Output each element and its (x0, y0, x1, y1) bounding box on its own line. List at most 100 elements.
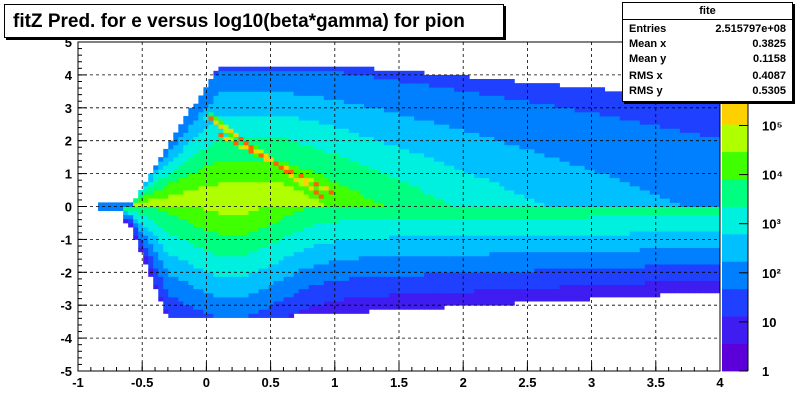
heatmap-cell (539, 190, 545, 195)
heatmap-cell (368, 227, 375, 232)
heatmap-cell (569, 259, 575, 265)
heatmap-cell (288, 157, 295, 162)
heatmap-cell (348, 288, 355, 294)
heatmap-cell (208, 251, 214, 257)
heatmap-cell (243, 161, 249, 166)
heatmap-cell (273, 198, 280, 203)
heatmap-cell (228, 136, 234, 142)
heatmap-cell (208, 247, 214, 253)
heatmap-cell (464, 259, 470, 265)
heatmap-cell (454, 247, 460, 253)
heatmap-cell (404, 222, 410, 228)
heatmap-cell (253, 83, 259, 88)
heatmap-cell (554, 173, 560, 179)
heatmap-cell (494, 153, 500, 158)
heatmap-cell (348, 190, 355, 195)
heatmap-cell (363, 235, 370, 240)
heatmap-cell (404, 128, 410, 133)
heatmap-cell (439, 95, 445, 100)
heatmap-cell (203, 91, 209, 96)
heatmap-cell (393, 70, 400, 76)
heatmap-cell (368, 83, 375, 88)
heatmap-cell (223, 243, 229, 249)
heatmap-cell (469, 83, 475, 88)
heatmap-cell (173, 268, 179, 273)
heatmap-cell (434, 144, 440, 150)
heatmap-cell (203, 222, 209, 228)
heatmap-cell (273, 103, 280, 109)
heatmap-cell (519, 181, 525, 187)
heatmap-cell (449, 259, 455, 265)
heatmap-cell (454, 99, 460, 105)
heatmap-cell (323, 116, 330, 121)
heatmap-cell (293, 255, 300, 261)
heatmap-cell (358, 309, 365, 314)
heatmap-cell (454, 218, 460, 224)
heatmap-cell (218, 292, 224, 298)
heatmap-cell (484, 173, 490, 179)
heatmap-cell (469, 107, 475, 113)
heatmap-cell (338, 136, 345, 142)
heatmap-cell (388, 268, 395, 273)
heatmap-cell (223, 255, 229, 261)
heatmap-cell (268, 140, 275, 146)
heatmap-cell (393, 222, 400, 228)
heatmap-cell (298, 235, 305, 240)
heatmap-cell (564, 124, 570, 129)
heatmap-cell (559, 243, 565, 249)
heatmap-cell (569, 107, 575, 113)
heatmap-cell (343, 185, 350, 191)
heatmap-cell (163, 259, 169, 265)
heatmap-cell (298, 251, 305, 257)
heatmap-cell (168, 218, 174, 224)
heatmap-cell (439, 148, 445, 154)
heatmap-cell (268, 198, 275, 203)
heatmap-cell (579, 231, 585, 236)
heatmap-cell (278, 259, 285, 265)
heatmap-cell (494, 161, 500, 166)
heatmap-cell (439, 301, 445, 306)
heatmap-cell (353, 227, 360, 232)
heatmap-cell (368, 218, 375, 224)
heatmap-cell (429, 251, 435, 257)
heatmap-cell (183, 239, 189, 244)
heatmap-cell (499, 202, 505, 207)
heatmap-cell (368, 272, 375, 277)
heatmap-cell (233, 296, 239, 302)
heatmap-cell (188, 136, 194, 142)
heatmap-cell (419, 120, 425, 125)
heatmap-cell (258, 83, 264, 88)
heatmap-cell (378, 292, 385, 298)
heatmap-cell (419, 185, 425, 191)
heatmap-cell (243, 247, 249, 253)
heatmap-cell (293, 91, 300, 96)
heatmap-cell (313, 165, 320, 170)
heatmap-cell (549, 251, 555, 257)
heatmap-cell (363, 95, 370, 100)
heatmap-cell (283, 70, 290, 76)
heatmap-cell (363, 309, 370, 314)
heatmap-cell (409, 301, 415, 306)
heatmap-cell (243, 296, 249, 302)
heatmap-cell (173, 284, 179, 290)
heatmap-cell (559, 255, 565, 261)
heatmap-cell (293, 309, 300, 314)
heatmap-cell (243, 190, 249, 195)
heatmap-cell (439, 239, 445, 244)
heatmap-cell (449, 218, 455, 224)
heatmap-cell (554, 103, 560, 109)
heatmap-cell (499, 144, 505, 150)
heatmap-cell (584, 185, 590, 191)
heatmap-cell (514, 148, 520, 154)
heatmap-cell (419, 259, 425, 265)
heatmap-cell (358, 111, 365, 117)
heatmap-cell (318, 255, 325, 261)
heatmap-cell (489, 251, 495, 257)
heatmap-cell (514, 202, 520, 207)
heatmap-cell (248, 66, 254, 72)
heatmap-cell (363, 268, 370, 273)
heatmap-cell (223, 272, 229, 277)
heatmap-cell (439, 169, 445, 174)
heatmap-cell (409, 210, 415, 216)
heatmap-cell (388, 235, 395, 240)
